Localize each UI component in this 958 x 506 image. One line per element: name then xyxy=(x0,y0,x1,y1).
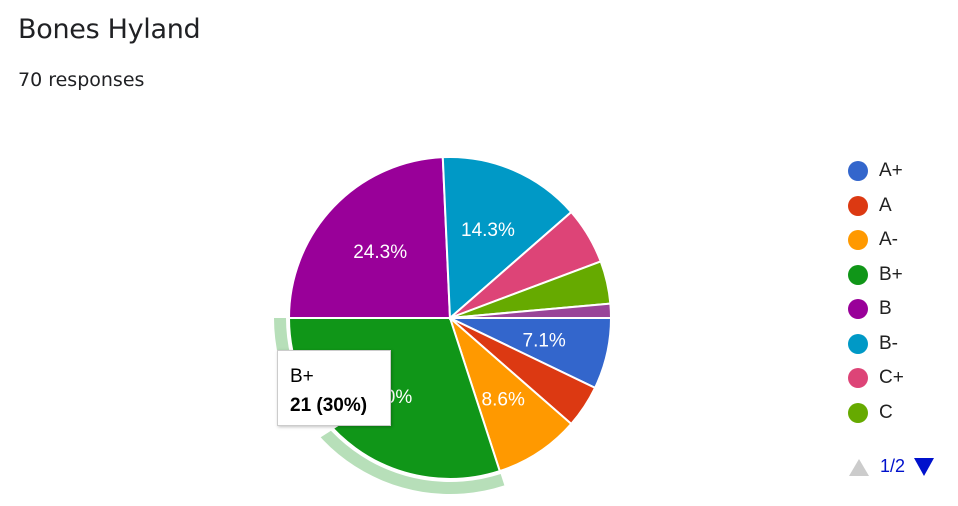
legend-label: A+ xyxy=(879,160,903,182)
slice-label: 14.3% xyxy=(461,220,515,241)
legend-swatch-icon xyxy=(848,195,868,216)
legend-swatch-icon xyxy=(848,230,868,251)
legend-label: C+ xyxy=(879,367,904,389)
legend-item[interactable]: C xyxy=(848,396,904,431)
legend-pager: 1/2 xyxy=(848,456,935,477)
slice-label: 8.6% xyxy=(482,390,525,411)
pie-slice-other[interactable] xyxy=(449,302,613,319)
legend-label: B+ xyxy=(879,263,903,285)
legend-item[interactable]: A+ xyxy=(848,154,904,189)
legend-label: A- xyxy=(879,229,898,251)
tooltip-label: B+ xyxy=(290,366,314,387)
legend-swatch-icon xyxy=(848,402,868,423)
legend-swatch-icon xyxy=(848,264,868,285)
pie-slice-B[interactable] xyxy=(287,156,452,319)
slice-label: 7.1% xyxy=(523,330,566,351)
pie-slice-A-[interactable] xyxy=(447,314,573,473)
legend-swatch-icon xyxy=(848,368,868,389)
legend-label: C xyxy=(879,401,893,423)
legend-label: A xyxy=(879,194,892,216)
legend-item[interactable]: C+ xyxy=(848,361,904,396)
chart-title: Bones Hyland xyxy=(18,14,201,45)
legend-item[interactable]: A xyxy=(848,189,904,224)
legend-swatch-icon xyxy=(848,299,868,320)
legend: A+ A A- B+ B B- C+ C xyxy=(848,154,904,430)
tooltip-tail xyxy=(310,425,340,439)
pie-slice-B-[interactable] xyxy=(441,156,573,321)
legend-item[interactable]: B+ xyxy=(848,258,904,293)
legend-label: B xyxy=(879,298,892,320)
legend-item[interactable]: B- xyxy=(848,327,904,362)
page-down-icon[interactable] xyxy=(913,457,935,477)
legend-swatch-icon xyxy=(848,161,868,182)
legend-swatch-icon xyxy=(848,333,868,354)
legend-item[interactable]: A- xyxy=(848,223,904,258)
response-count: 70 responses xyxy=(18,69,145,91)
legend-item[interactable]: B xyxy=(848,292,904,327)
legend-label: B- xyxy=(879,332,898,354)
slice-label: 24.3% xyxy=(353,242,407,263)
tooltip-value: 21 (30%) xyxy=(290,395,368,416)
page-indicator: 1/2 xyxy=(880,456,906,476)
page-up-icon[interactable] xyxy=(848,457,870,477)
tooltip: B+ 21 (30%) xyxy=(277,350,391,426)
